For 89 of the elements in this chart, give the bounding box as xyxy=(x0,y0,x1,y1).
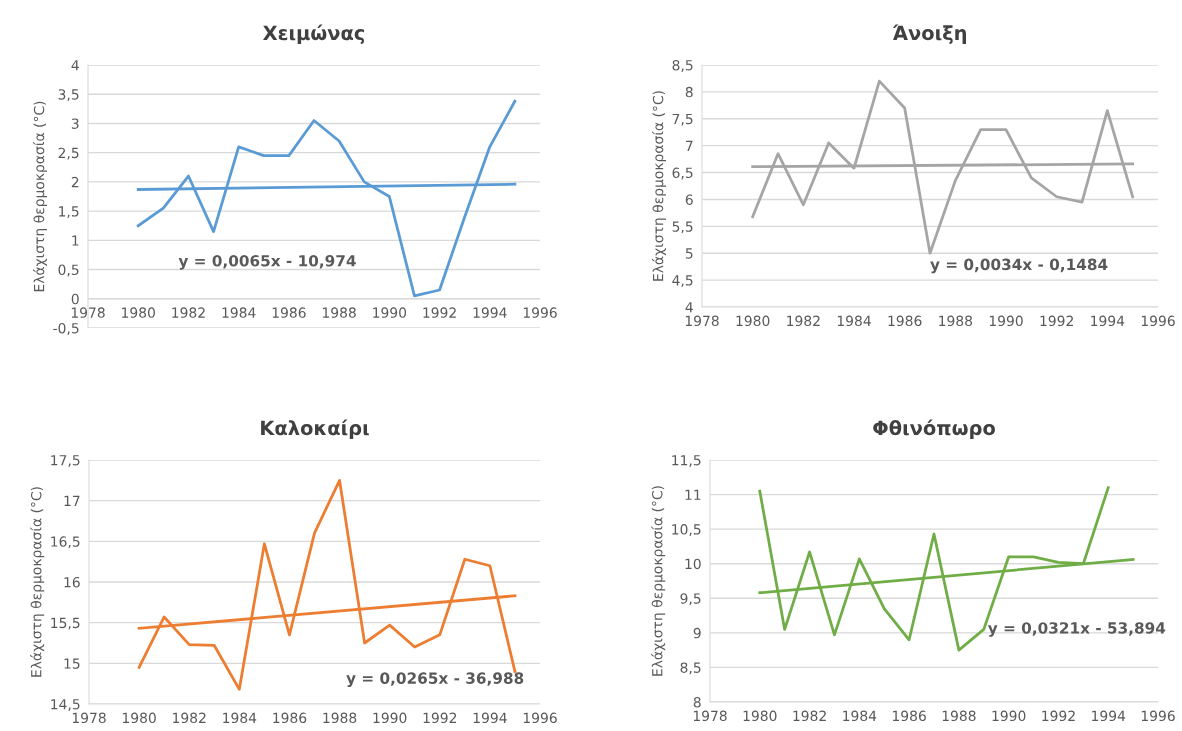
x-tick-label: 1986 xyxy=(888,315,922,327)
y-tick-label: 6,5 xyxy=(672,167,693,180)
line-series xyxy=(136,99,517,298)
y-tick-label: 14,5 xyxy=(51,699,80,711)
annotation: y = 0,0321x - 53,894 xyxy=(987,622,1166,637)
x-tick-label: 1982 xyxy=(787,315,820,327)
x-tick-label: 1984 xyxy=(843,710,877,722)
y-tick-label: 17 xyxy=(64,495,80,506)
y-tick-label: -0,5 xyxy=(53,322,79,335)
y-axis-title: Ελάχιστη θερμοκρασία (°C) xyxy=(652,91,667,281)
x-tick-label: 1994 xyxy=(1092,710,1126,722)
x-tick-label: 1990 xyxy=(992,710,1026,722)
x-tick-label: 1978 xyxy=(71,307,105,318)
chart-title: Χειμώνας xyxy=(263,24,365,45)
y-axis-title: Ελάχιστη θερμοκρασία (°C) xyxy=(651,486,666,676)
x-tick-label: 1996 xyxy=(1141,710,1175,722)
y-tick-label: 11 xyxy=(685,489,701,500)
x-tick-label: 1994 xyxy=(473,307,507,318)
y-tick-label: 0 xyxy=(71,293,79,305)
y-tick-label: 9,5 xyxy=(680,593,701,606)
y-tick-label: 8 xyxy=(693,696,701,708)
y-tick-label: 4 xyxy=(685,302,693,313)
x-tick-label: 1984 xyxy=(837,315,871,327)
y-tick-label: 1,5 xyxy=(59,206,79,218)
y-tick-label: 5,5 xyxy=(672,221,693,234)
y-tick-label: 4 xyxy=(71,60,79,71)
x-tick-label: 1990 xyxy=(373,307,407,318)
chart-title: Καλοκαίρι xyxy=(261,419,369,440)
annotation: y = 0,0065x - 10,974 xyxy=(178,255,356,270)
y-tick-label: 8,5 xyxy=(672,59,693,72)
y-tick-label: 3,5 xyxy=(58,89,79,102)
y-tick-label: 2,5 xyxy=(58,147,79,160)
y-tick-label: 10,5 xyxy=(672,524,701,537)
y-tick-label: 8,5 xyxy=(680,662,701,675)
x-tick-label: 1978 xyxy=(685,315,719,327)
x-tick-label: 1982 xyxy=(172,307,205,318)
y-tick-label: 16 xyxy=(64,576,80,588)
x-tick-label: 1992 xyxy=(1040,315,1073,327)
x-tick-label: 1982 xyxy=(793,710,826,722)
x-tick-label: 1980 xyxy=(743,710,777,722)
y-tick-label: 2 xyxy=(71,176,79,188)
x-tick-label: 1992 xyxy=(423,307,456,318)
y-tick-label: 7 xyxy=(685,140,693,151)
y-tick-label: 15,5 xyxy=(51,617,80,630)
chart-title: Φθινόπωρο xyxy=(873,419,995,440)
x-tick-label: 1980 xyxy=(122,307,155,318)
x-tick-label: 1984 xyxy=(223,712,257,724)
x-tick-label: 1996 xyxy=(523,307,557,318)
x-tick-label: 1994 xyxy=(1091,315,1125,327)
x-tick-label: 1986 xyxy=(272,307,306,318)
line-series xyxy=(751,79,1135,255)
x-tick-label: 1988 xyxy=(323,712,357,724)
x-tick-label: 1992 xyxy=(423,712,457,724)
y-tick-label: 9 xyxy=(693,627,701,639)
y-tick-label: 15 xyxy=(64,658,80,669)
x-tick-label: 1988 xyxy=(322,307,356,318)
y-tick-label: 1 xyxy=(72,235,79,246)
y-tick-label: 10 xyxy=(685,558,701,570)
annotation: y = 0,0265x - 36,988 xyxy=(346,672,524,687)
y-tick-label: 11,5 xyxy=(672,455,701,467)
x-tick-label: 1988 xyxy=(939,315,973,327)
x-tick-label: 1992 xyxy=(1042,710,1075,722)
x-tick-label: 1988 xyxy=(942,710,976,722)
x-tick-label: 1984 xyxy=(222,307,256,318)
x-tick-label: 1982 xyxy=(173,712,206,724)
y-tick-label: 7,5 xyxy=(672,113,693,126)
y-tick-label: 5 xyxy=(685,248,693,259)
x-tick-label: 1990 xyxy=(373,712,407,724)
y-tick-label: 16,5 xyxy=(51,536,80,549)
x-tick-label: 1980 xyxy=(736,315,770,327)
y-tick-label: 4,5 xyxy=(672,275,693,287)
y-tick-label: 0,5 xyxy=(58,264,79,277)
y-tick-label: 3 xyxy=(71,118,79,129)
x-tick-label: 1986 xyxy=(892,710,926,722)
chart-title: Άνοιξη xyxy=(892,24,966,45)
x-tick-label: 1990 xyxy=(989,315,1023,327)
x-tick-label: 1994 xyxy=(473,712,507,724)
x-tick-label: 1978 xyxy=(693,710,727,722)
y-tick-label: 17,5 xyxy=(51,455,80,467)
y-axis-title: Ελάχιστη θερμοκρασία (°C) xyxy=(30,487,45,677)
x-tick-label: 1986 xyxy=(273,712,307,724)
y-axis-title: Ελάχιστη θερμοκρασία (°C) xyxy=(33,101,48,292)
y-tick-label: 8 xyxy=(685,86,693,98)
x-tick-label: 1980 xyxy=(122,712,156,724)
annotation: y = 0,0034x - 0,1484 xyxy=(930,258,1108,274)
x-tick-label: 1996 xyxy=(1141,315,1175,327)
x-tick-label: 1978 xyxy=(72,712,106,724)
x-tick-label: 1996 xyxy=(523,712,557,724)
y-tick-label: 6 xyxy=(685,194,693,205)
